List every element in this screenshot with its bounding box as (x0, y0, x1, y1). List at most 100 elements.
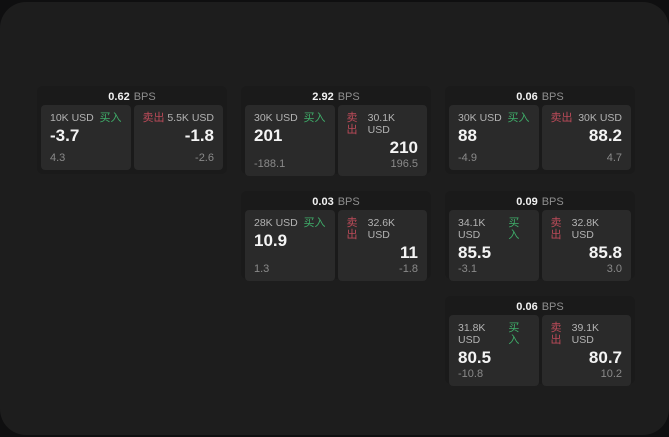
sell-delta: 3.0 (606, 263, 622, 275)
buy-label: 买入 (99, 112, 122, 124)
sell-panel[interactable]: 卖出 32.6K USD 11 -1.8 (337, 210, 427, 281)
bps-value: 2.92 (312, 91, 334, 103)
buy-panel-header: 30K USD 买入 (458, 112, 530, 124)
quote-card-body: 31.8K USD 买入 80.5 -10.8 卖出 39.1K USD 80.… (449, 315, 631, 386)
sell-delta: 196.5 (390, 158, 418, 170)
bps-unit-label: BPS (541, 301, 564, 313)
bps-header: 0.09 BPS (449, 194, 631, 210)
sell-panel-header: 卖出 39.1K USD (551, 322, 623, 346)
buy-price: 88 (458, 126, 477, 145)
bps-unit-label: BPS (541, 91, 564, 103)
quote-card-body: 10K USD 买入 -3.7 4.3 卖出 5.5K USD -1.8 -2.… (41, 105, 223, 170)
buy-panel[interactable]: 31.8K USD 买入 80.5 -10.8 (449, 315, 539, 386)
sell-label: 卖出 (346, 112, 358, 136)
sell-delta: 10.2 (600, 368, 622, 380)
sell-amount: 5.5K USD (167, 112, 214, 124)
sell-label: 卖出 (142, 112, 165, 124)
buy-panel-header: 31.8K USD 买入 (458, 322, 530, 346)
bps-value: 0.62 (108, 91, 130, 103)
quote-card: 2.92 BPS 30K USD 买入 201 -188.1 卖出 30.1K … (241, 86, 431, 176)
buy-price: -3.7 (50, 126, 80, 145)
sell-delta: 4.7 (606, 152, 622, 164)
buy-label: 买入 (303, 112, 326, 124)
quote-card: 0.09 BPS 34.1K USD 买入 85.5 -3.1 卖出 32.8K… (445, 191, 635, 281)
quote-card-body: 34.1K USD 买入 85.5 -3.1 卖出 32.8K USD 85.8… (449, 210, 631, 281)
buy-delta: -4.9 (458, 152, 477, 164)
buy-panel[interactable]: 28K USD 买入 10.9 1.3 (245, 210, 335, 281)
buy-label: 买入 (508, 322, 520, 346)
buy-price: 10.9 (254, 231, 288, 250)
quote-card: 0.06 BPS 31.8K USD 买入 80.5 -10.8 卖出 39.1… (445, 296, 635, 386)
buy-panel[interactable]: 30K USD 买入 88 -4.9 (449, 105, 539, 170)
buy-delta: 1.3 (254, 263, 270, 275)
buy-amount: 28K USD (254, 217, 298, 229)
sell-panel-header: 卖出 30K USD (551, 112, 623, 124)
bps-value: 0.06 (516, 301, 538, 313)
sell-delta: -2.6 (195, 152, 214, 164)
sell-panel[interactable]: 卖出 39.1K USD 80.7 10.2 (541, 315, 631, 386)
buy-panel[interactable]: 10K USD 买入 -3.7 4.3 (41, 105, 131, 170)
bps-unit-label: BPS (133, 91, 156, 103)
buy-amount: 31.8K USD (458, 322, 486, 346)
buy-amount: 30K USD (458, 112, 502, 124)
sell-price: 85.8 (588, 243, 622, 262)
sell-price: 11 (400, 243, 418, 262)
buy-label: 买入 (303, 217, 326, 229)
quote-card-body: 30K USD 买入 201 -188.1 卖出 30.1K USD 210 1… (245, 105, 427, 176)
buy-amount: 10K USD (50, 112, 94, 124)
buy-price: 80.5 (458, 348, 492, 367)
buy-label: 买入 (508, 217, 520, 241)
buy-delta: -188.1 (254, 158, 286, 170)
buy-delta: -3.1 (458, 263, 477, 275)
sell-panel[interactable]: 卖出 30.1K USD 210 196.5 (337, 105, 427, 176)
bps-value: 0.06 (516, 91, 538, 103)
bps-unit-label: BPS (337, 91, 360, 103)
sell-price: 80.7 (588, 348, 622, 367)
bps-value: 0.09 (516, 196, 538, 208)
sell-panel[interactable]: 卖出 32.8K USD 85.8 3.0 (541, 210, 631, 281)
buy-amount: 34.1K USD (458, 217, 486, 241)
sell-amount: 30K USD (578, 112, 622, 124)
bps-unit-label: BPS (337, 196, 360, 208)
quote-card: 0.06 BPS 30K USD 买入 88 -4.9 卖出 30K USD 8… (445, 86, 635, 174)
sell-label: 卖出 (550, 322, 562, 346)
quote-card-body: 30K USD 买入 88 -4.9 卖出 30K USD 88.2 4.7 (449, 105, 631, 170)
sell-delta: -1.8 (399, 263, 418, 275)
sell-amount: 32.8K USD (571, 217, 600, 241)
sell-panel-header: 卖出 32.6K USD (347, 217, 419, 241)
sell-panel-header: 卖出 5.5K USD (143, 112, 215, 124)
buy-label: 买入 (507, 112, 530, 124)
buy-delta: 4.3 (50, 152, 66, 164)
buy-price: 201 (254, 126, 283, 145)
bps-header: 0.62 BPS (41, 89, 223, 105)
buy-panel[interactable]: 30K USD 买入 201 -188.1 (245, 105, 335, 176)
buy-price: 85.5 (458, 243, 492, 262)
sell-price: 210 (389, 138, 418, 157)
bps-header: 0.06 BPS (449, 89, 631, 105)
sell-panel[interactable]: 卖出 5.5K USD -1.8 -2.6 (133, 105, 223, 170)
sell-price: 88.2 (588, 126, 622, 145)
bps-header: 0.06 BPS (449, 299, 631, 315)
sell-label: 卖出 (550, 112, 573, 124)
quote-card: 0.03 BPS 28K USD 买入 10.9 1.3 卖出 32.6K US… (241, 191, 431, 281)
quote-card: 0.62 BPS 10K USD 买入 -3.7 4.3 卖出 5.5K USD… (37, 86, 227, 174)
sell-label: 卖出 (550, 217, 562, 241)
buy-panel-header: 30K USD 买入 (254, 112, 326, 124)
sell-price: -1.8 (184, 126, 214, 145)
buy-panel[interactable]: 34.1K USD 买入 85.5 -3.1 (449, 210, 539, 281)
bps-header: 0.03 BPS (245, 194, 427, 210)
sell-amount: 39.1K USD (571, 322, 600, 346)
quote-card-body: 28K USD 买入 10.9 1.3 卖出 32.6K USD 11 -1.8 (245, 210, 427, 281)
sell-panel-header: 卖出 30.1K USD (347, 112, 419, 136)
sell-panel[interactable]: 卖出 30K USD 88.2 4.7 (541, 105, 631, 170)
buy-panel-header: 34.1K USD 买入 (458, 217, 530, 241)
sell-amount: 30.1K USD (367, 112, 396, 136)
buy-panel-header: 10K USD 买入 (50, 112, 122, 124)
sell-amount: 32.6K USD (367, 217, 396, 241)
buy-amount: 30K USD (254, 112, 298, 124)
bps-unit-label: BPS (541, 196, 564, 208)
sell-panel-header: 卖出 32.8K USD (551, 217, 623, 241)
quote-card-grid: 0.62 BPS 10K USD 买入 -3.7 4.3 卖出 5.5K USD… (37, 86, 635, 386)
buy-panel-header: 28K USD 买入 (254, 217, 326, 229)
